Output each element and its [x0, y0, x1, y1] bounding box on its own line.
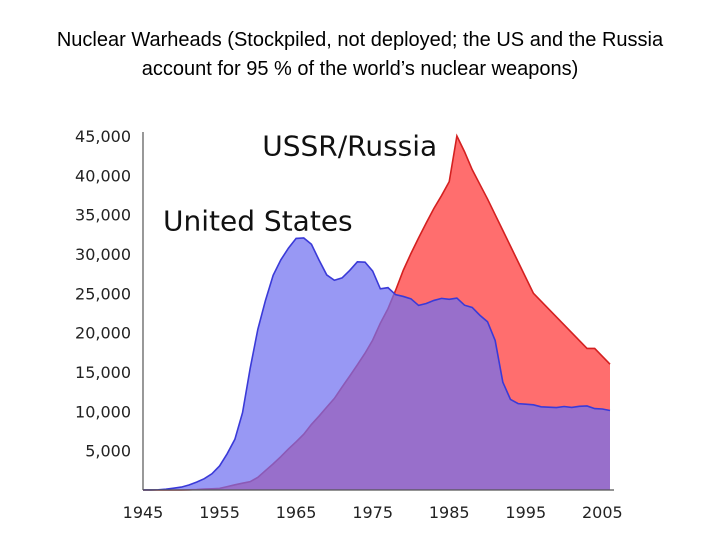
y-tick-label: 10,000	[75, 402, 131, 421]
chart-areas	[142, 133, 611, 491]
x-tick-label: 1995	[505, 503, 546, 522]
y-tick-label: 25,000	[75, 284, 131, 303]
x-tick-label: 1965	[276, 503, 317, 522]
x-tick-label: 1945	[123, 503, 164, 522]
united-states-line	[142, 237, 611, 491]
series-label-ussr-russia: USSR/Russia	[262, 130, 437, 163]
page-title: Nuclear Warheads (Stockpiled, not deploy…	[56, 29, 664, 80]
y-axis-ticks: 45,000 40,000 35,000 30,000 25,000 20,000 15,0…	[75, 127, 131, 461]
y-tick-label: 45,000	[75, 127, 131, 146]
y-tick-label: 30,000	[75, 245, 131, 264]
warheads-area-chart: 45,000 40,000 35,000 30,000 25,000 20,000 15,0…	[75, 127, 623, 522]
x-axis-ticks: 1945 1955 1965 1975 1985 1995 2005	[123, 503, 623, 522]
x-tick-label: 1955	[199, 503, 240, 522]
y-tick-label: 20,000	[75, 324, 131, 343]
y-tick-label: 40,000	[75, 166, 131, 185]
y-tick-label: 35,000	[75, 206, 131, 225]
y-tick-label: 15,000	[75, 363, 131, 382]
x-tick-label: 1975	[352, 503, 393, 522]
y-tick-label: 5,000	[85, 442, 131, 461]
chart-panel: 45,000 40,000 35,000 30,000 25,000 20,000 15,0…	[50, 124, 665, 540]
chart-axes	[142, 132, 614, 491]
series-label-united-states: United States	[163, 204, 353, 237]
x-tick-label: 2005	[582, 503, 623, 522]
x-tick-label: 1985	[429, 503, 470, 522]
series-labels: USSR/Russia United States	[163, 130, 437, 238]
united-states-area	[143, 237, 610, 490]
